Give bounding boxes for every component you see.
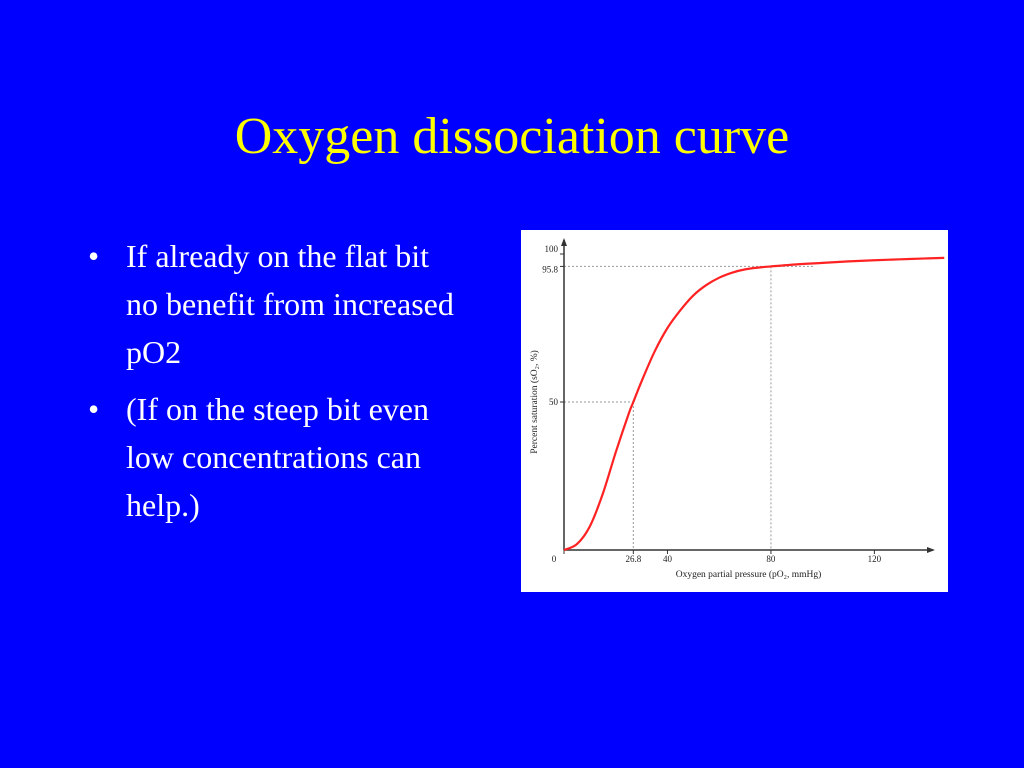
x-tick-label: 120 [868, 554, 882, 564]
x-axis-arrow-icon [927, 547, 935, 553]
bullet-text: If already on the flat bit no benefit fr… [126, 238, 454, 370]
x-tick-label: 80 [766, 554, 776, 564]
x-tick-label: 26.8 [625, 554, 641, 564]
y-tick-label: 95.8 [542, 264, 558, 274]
chart-panel: 50 95.8 100 0 26.8 40 80 120 Oxygen partial pres… [521, 230, 948, 592]
y-tick-label: 100 [545, 244, 559, 254]
bullet-icon: • [88, 391, 100, 427]
series-line [563, 256, 945, 552]
bullet-list: • If already on the flat bit no benefit … [88, 232, 468, 538]
x-axis-label: Oxygen partial pressure (pO₂, mmHg) [676, 569, 822, 580]
bullet-text: (If on the steep bit even low concentrat… [126, 391, 429, 523]
bullet-icon: • [88, 238, 100, 274]
slide-title: Oxygen dissociation curve [234, 108, 790, 165]
x-tick-label: 40 [663, 554, 673, 564]
bullet-item: • (If on the steep bit even low concentr… [88, 385, 468, 529]
oxygen-dissociation-chart: 50 95.8 100 0 26.8 40 80 120 Oxygen partial pres… [529, 238, 945, 580]
y-axis-arrow-icon [561, 238, 567, 246]
y-axis-label: Percent saturation (sO₂, %) [529, 350, 540, 454]
bullet-item: • If already on the flat bit no benefit … [88, 232, 468, 376]
x-tick-label: 0 [552, 554, 557, 564]
y-tick-label: 50 [549, 397, 559, 407]
